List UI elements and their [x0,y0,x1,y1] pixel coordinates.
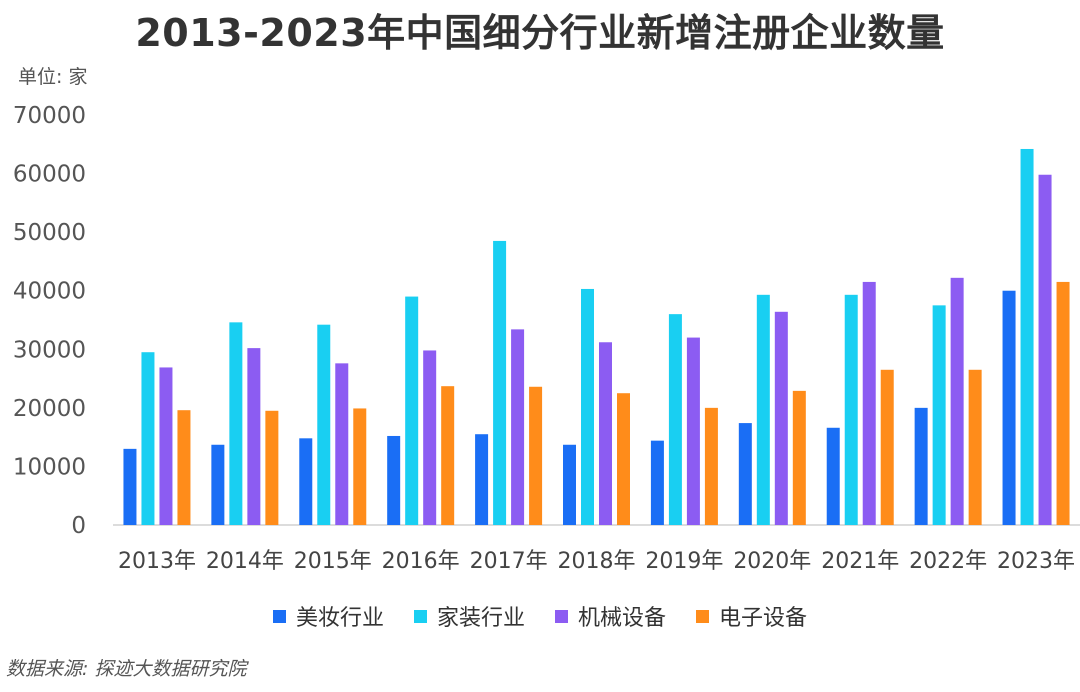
x-tick-label: 2020年 [733,549,811,574]
y-tick-label: 20000 [13,396,86,422]
bar [704,407,718,525]
y-tick-label: 70000 [13,103,86,129]
bar [1020,148,1034,525]
bar [405,296,419,525]
bar [387,435,401,525]
x-tick-label: 2014年 [206,549,284,574]
legend-swatch [413,609,427,623]
y-tick-label: 10000 [13,454,86,480]
bar [738,423,752,525]
legend-item: 美妆行业 [272,600,384,632]
bar [932,305,946,525]
bar [1002,290,1016,525]
bar [493,240,507,525]
bar [792,390,806,525]
source-note: 数据来源: 探迹大数据研究院 [6,658,247,680]
unit-label: 单位: 家 [18,66,88,88]
legend-swatch [696,609,710,623]
x-tick-label: 2016年 [382,549,460,574]
x-tick-label: 2023年 [997,549,1075,574]
bar [141,352,155,525]
x-tick-label: 2013年 [118,549,196,574]
bar [650,440,664,525]
bar [774,311,788,525]
y-tick-label: 0 [71,513,86,539]
bar [686,337,700,525]
bar [265,410,279,525]
bar [211,444,225,525]
legend-swatch [272,609,286,623]
legend-item: 机械设备 [555,600,666,632]
bar [441,386,455,525]
bar [1038,174,1052,525]
bar [968,369,982,525]
x-tick-label: 2021年 [821,549,899,574]
bar [159,367,173,525]
y-tick-label: 30000 [13,337,86,363]
legend-label: 机械设备 [578,606,667,631]
bar [862,281,876,525]
x-tick-label: 2022年 [909,549,987,574]
legend-label: 美妆行业 [295,606,384,631]
bar [581,288,594,525]
y-tick-label: 60000 [13,162,86,188]
bar [247,348,261,525]
bar [511,329,525,525]
x-tick-label: 2019年 [645,549,723,574]
bar [563,444,576,525]
bar [880,369,894,525]
bar [914,407,928,525]
y-tick-label: 40000 [13,279,86,305]
y-tick-label: 50000 [13,220,86,246]
bar [299,438,313,525]
bar [1056,281,1070,525]
bar [353,408,367,525]
bar [229,322,243,525]
bar [756,294,770,525]
bar [475,434,489,525]
bar [177,410,191,525]
x-tick-label: 2017年 [470,549,548,574]
bar [599,342,612,525]
x-tick-label: 2015年 [294,549,372,574]
bar [335,363,349,525]
legend-label: 电子设备 [719,606,808,631]
bar [529,386,543,525]
bar [950,277,964,525]
legend-swatch [555,609,568,623]
legend-label: 家装行业 [436,606,525,631]
chart-title: 2013-2023年中国细分行业新增注册企业数量 [135,11,945,55]
bar [826,427,840,525]
bar [317,324,331,525]
bar [668,314,682,525]
bar [423,350,437,525]
x-tick-label: 2018年 [558,549,636,574]
bar [617,393,630,525]
bar-chart: 0 10000 20000 30000 40000 50000 60000 70000 2013… [13,103,1080,574]
legend: 美妆行业 家装行业 机械设备 电子设备 [0,600,1080,632]
bar [844,294,858,525]
legend-item: 电子设备 [696,600,807,632]
legend-item: 家装行业 [413,600,525,632]
bar [123,448,137,525]
